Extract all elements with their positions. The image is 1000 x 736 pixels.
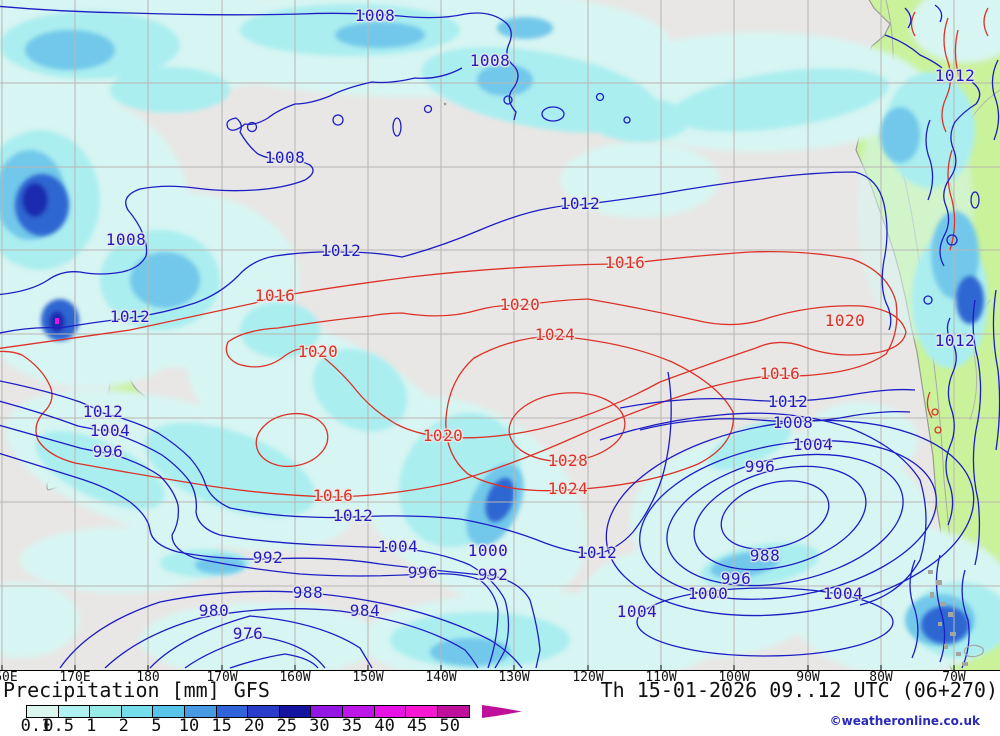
model-label: GFS [233, 678, 270, 702]
axis-label: 120W [572, 670, 604, 685]
axis-label: 110W [645, 670, 677, 685]
axis-label: 170W [206, 670, 238, 685]
legend-value: 40 [374, 716, 395, 736]
legend-value: 5 [151, 716, 162, 736]
axis-label: 100W [718, 670, 750, 685]
axis-label: 80W [869, 670, 893, 685]
legend-value: 30 [309, 716, 330, 736]
map-title: Precipitation [mm] GFS [3, 678, 270, 702]
axis-label: 140W [425, 670, 457, 685]
legend-value: 20 [243, 716, 265, 736]
graticule [0, 0, 1000, 670]
map-canvas[interactable]: 1008 1008 1008 1008 1012 1012 1012 1012 1012 1004… [0, 0, 1000, 671]
axis-label: 160W [279, 670, 311, 685]
isobars-red [0, 7, 989, 498]
copyright-link[interactable]: ©weatheronline.co.uk [829, 714, 980, 728]
legend-value: 1 [86, 716, 97, 736]
legend-value: 10 [178, 716, 200, 736]
precip-extreme-pixel [55, 318, 59, 324]
legend-value: 2 [118, 716, 129, 736]
isobars-blue [0, 4, 1000, 669]
axis-label: 150W [352, 670, 384, 685]
axis-label: 170E [59, 670, 91, 685]
axis-label: 130W [498, 670, 530, 685]
axis-label: 160E [0, 670, 18, 685]
axis-label: 70W [942, 670, 966, 685]
legend-value: 45 [406, 716, 428, 736]
legend-value: 25 [276, 716, 298, 736]
fjords-and-falklands [928, 570, 984, 666]
legend-value: 0.5 [43, 716, 74, 736]
parameter-label: Precipitation [mm] [3, 678, 220, 702]
weather-map-graphic [0, 0, 1000, 670]
legend-segment [436, 705, 471, 718]
legend-value: 15 [211, 716, 232, 736]
axis-label: 180 [136, 670, 160, 685]
legend-value: 50 [439, 716, 461, 736]
legend-value: 0.1 [20, 716, 52, 736]
precip-intense [15, 174, 984, 644]
legend-arrow-icon [482, 705, 522, 718]
legend-value: 35 [341, 716, 363, 736]
valid-time-label: Th 15-01-2026 09..12 UTC (06+270) [600, 678, 998, 702]
axis-label: 90W [796, 670, 820, 685]
frame-ticks [1, 665, 955, 670]
